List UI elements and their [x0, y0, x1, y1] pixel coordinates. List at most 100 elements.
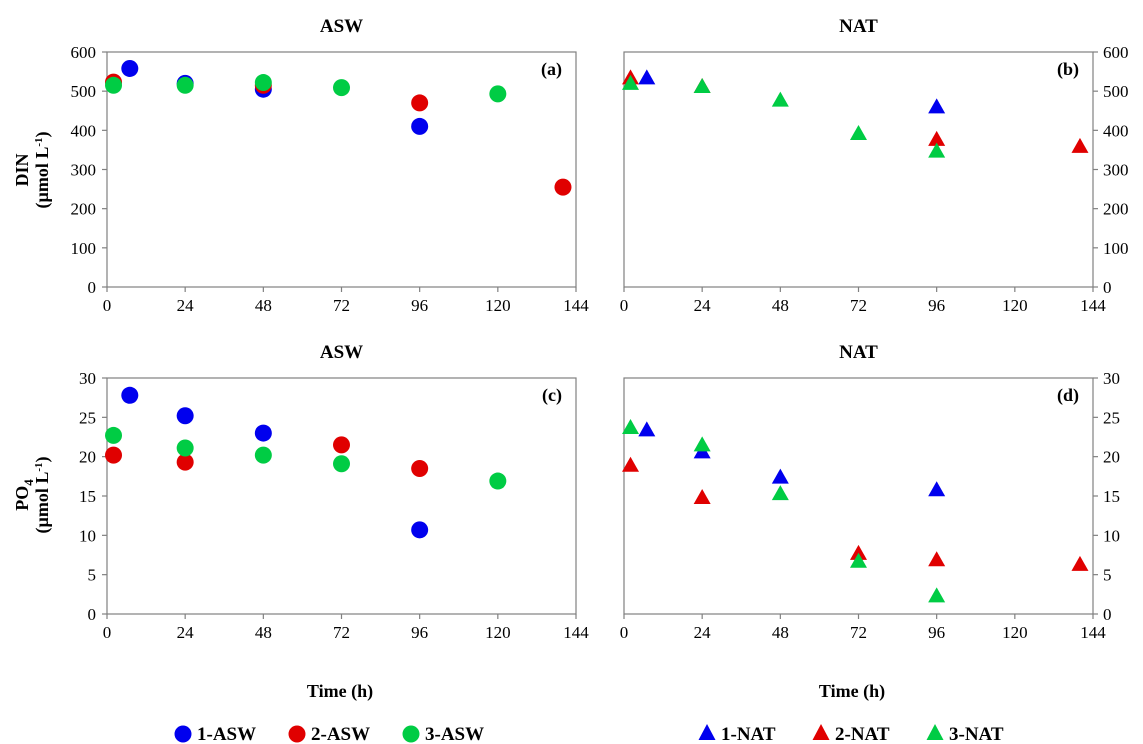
data-point-3-NAT	[771, 485, 789, 501]
x-tick-label: 96	[411, 296, 428, 315]
y-tick-label: 300	[71, 161, 97, 180]
y-tick-label: 300	[1103, 161, 1129, 180]
legend-label: 1-ASW	[197, 724, 256, 744]
data-point-3-ASW	[105, 76, 123, 94]
chart-panel-1: ASW (a) 0 24 48 72 96 120 144 0 100 200 300 400 500 600	[71, 16, 590, 315]
data-point-3-ASW	[105, 426, 123, 444]
data-point-1-NAT	[771, 468, 789, 484]
legend-nat: 1-NAT 2-NAT 3-NAT	[698, 724, 1004, 744]
data-point-1-ASW	[411, 117, 429, 135]
legend-label: 3-NAT	[949, 724, 1004, 744]
x-tick-label: 48	[772, 623, 789, 642]
data-point-3-NAT	[622, 419, 640, 435]
y-tick-label: 15	[79, 487, 96, 506]
y-tick-label: 0	[1103, 278, 1112, 297]
legend-item-3-ASW: 3-ASW	[402, 724, 484, 744]
data-point-2-ASW	[411, 94, 429, 112]
x-tick-label: 144	[563, 296, 589, 315]
x-tick-label: 72	[333, 623, 350, 642]
data-point-3-ASW	[176, 439, 194, 457]
legend-marker	[926, 724, 944, 740]
legend-marker	[402, 725, 420, 743]
y-tick-label: 20	[79, 448, 96, 467]
y-tick-label: 200	[1103, 200, 1129, 219]
data-point-2-ASW	[105, 446, 123, 464]
data-point-3-ASW	[333, 79, 350, 97]
data-point-1-ASW	[121, 59, 139, 77]
data-point-3-NAT	[850, 124, 867, 140]
data-point-3-ASW	[254, 446, 272, 464]
x-axis-title-left: Time (h)	[307, 681, 373, 702]
plot-frame	[623, 51, 1094, 288]
panel-title: NAT	[839, 16, 878, 37]
data-point-3-ASW	[176, 76, 194, 94]
y-tick-label: 0	[88, 278, 97, 297]
y-tick-label: 15	[1103, 487, 1120, 506]
y-tick-label: 200	[71, 200, 97, 219]
y-tick-label: 600	[71, 43, 97, 62]
data-point-2-NAT	[850, 544, 867, 560]
y-tick-label: 25	[1103, 408, 1120, 427]
data-point-2-NAT	[693, 489, 711, 505]
panel-tag: (c)	[542, 385, 562, 406]
y-tick-label: 20	[1103, 448, 1120, 467]
y-tick-label: 0	[1103, 605, 1112, 624]
x-tick-label: 48	[772, 296, 789, 315]
x-tick-label: 96	[928, 623, 945, 642]
x-tick-label: 144	[1080, 623, 1106, 642]
x-tick-label: 120	[485, 296, 511, 315]
legends: 1-ASW 2-ASW 3-ASW 1-NAT 2-NAT 3-NAT	[174, 724, 1004, 744]
data-point-2-NAT	[1071, 555, 1089, 571]
data-point-2-ASW	[411, 459, 429, 477]
x-tick-label: 24	[177, 623, 195, 642]
y-tick-label: 400	[1103, 121, 1129, 140]
chart-panel-3: ASW (c) 0 24 48 72 96 120 144 0 5 10 15 20 25 30	[79, 342, 589, 642]
panel-title: ASW	[320, 16, 363, 37]
x-tick-label: 72	[850, 296, 867, 315]
data-point-3-NAT	[622, 74, 640, 90]
legend-item-1-ASW: 1-ASW	[174, 724, 256, 744]
y-tick-label: 5	[1103, 566, 1112, 585]
y-title-po4-line1: PO4	[12, 479, 36, 511]
x-tick-label: 0	[103, 296, 112, 315]
y-tick-label: 100	[71, 239, 97, 258]
y-tick-label: 10	[79, 526, 96, 545]
y-tick-label: 400	[71, 121, 97, 140]
plot-frame	[623, 377, 1094, 615]
data-point-1-ASW	[411, 521, 429, 539]
data-point-1-ASW	[176, 407, 194, 425]
y-tick-label: 25	[79, 408, 96, 427]
data-point-1-ASW	[254, 424, 272, 442]
legend-label: 1-NAT	[721, 724, 776, 744]
legend-marker	[698, 724, 716, 740]
data-point-1-NAT	[928, 98, 946, 114]
data-point-2-NAT	[1071, 137, 1089, 153]
legend-marker	[174, 725, 192, 743]
x-tick-label: 120	[485, 623, 511, 642]
x-tick-label: 144	[563, 623, 589, 642]
data-point-1-NAT	[638, 69, 656, 85]
y-title-din-line2: (µmol L-1)	[32, 131, 53, 208]
y-tick-label: 500	[1103, 82, 1129, 101]
data-point-3-NAT	[928, 142, 946, 158]
data-point-2-NAT	[622, 456, 640, 472]
legend-label: 2-ASW	[311, 724, 370, 744]
data-point-2-ASW	[176, 453, 194, 471]
x-tick-label: 72	[850, 623, 867, 642]
x-tick-label: 0	[620, 296, 629, 315]
data-point-2-ASW	[554, 178, 572, 196]
x-tick-label: 120	[1002, 623, 1028, 642]
y-title-po4-line2: (µmol L-1)	[32, 456, 53, 533]
x-tick-label: 24	[694, 296, 712, 315]
data-point-1-NAT	[928, 481, 946, 497]
y-tick-label: 600	[1103, 43, 1129, 62]
y-tick-label: 0	[88, 605, 97, 624]
panel-title: ASW	[320, 342, 363, 363]
x-tick-label: 48	[255, 296, 272, 315]
panel-title: NAT	[839, 342, 878, 363]
y-tick-label: 100	[1103, 239, 1129, 258]
data-point-1-NAT	[638, 421, 656, 437]
x-tick-label: 72	[333, 296, 350, 315]
x-tick-label: 0	[103, 623, 112, 642]
